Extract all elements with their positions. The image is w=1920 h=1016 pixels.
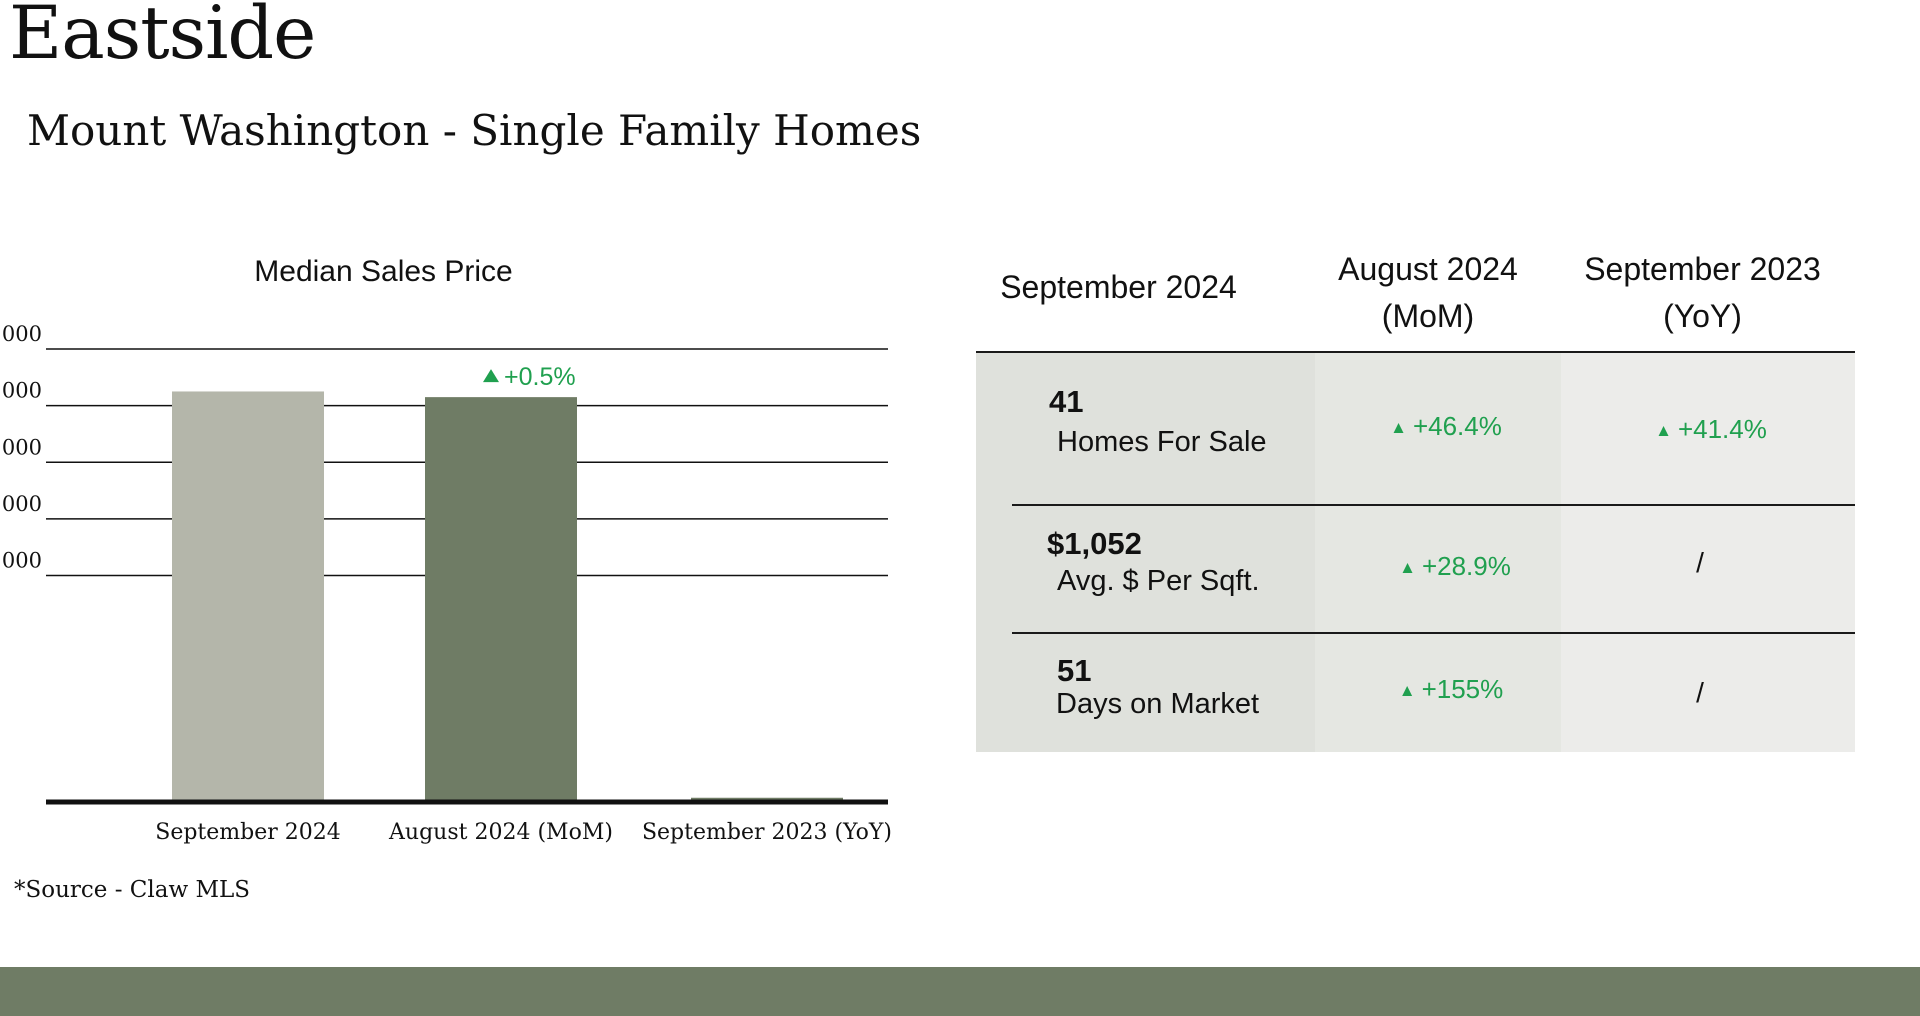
header-current: September 2024 [1000,269,1237,305]
y-tick-label: $1,000,000 [0,492,42,516]
y-tick-label: $1,400,000 [0,379,42,403]
bar [172,391,324,802]
homes-for-sale-yoy: ▲ +41.4% [1646,414,1776,445]
days-on-market-yoy: / [1696,677,1704,708]
bar-annotation: +0.5% [504,363,576,391]
chart-title: Median Sales Price [254,255,513,288]
days-on-market-mom-value: +155% [1421,674,1504,704]
x-tick-label: August 2024 (MoM) [388,820,613,845]
price-per-sqft-label: Avg. $ Per Sqft. [1057,565,1260,597]
homes-for-sale-value: 41 [1049,384,1084,419]
column-bg-primary [976,353,1315,752]
row-divider [1012,632,1855,634]
row-divider [1012,504,1855,506]
page-subtitle: Mount Washington - Single Family Homes [27,106,922,155]
homes-for-sale-mom-value: +46.4% [1412,411,1502,441]
triangle-up-icon: ▲ [1398,681,1416,700]
price-per-sqft-mom: ▲ +28.9% [1392,551,1518,582]
homes-for-sale-yoy-value: +41.4% [1677,414,1767,444]
header-divider [976,351,1855,353]
triangle-up-icon: ▲ [1390,418,1407,437]
source-note: *Source - Claw MLS [14,877,251,903]
homes-for-sale-label: Homes For Sale [1057,426,1267,458]
column-bg-mom [1315,353,1561,752]
median-sales-price-chart: $800,000 $1,000,000 $1,200,000 $1,400,000 $1… [0,322,892,845]
price-per-sqft-mom-value: +28.9% [1421,551,1511,581]
y-tick-label: $1,200,000 [0,435,42,459]
triangle-up-icon: ▲ [1399,558,1416,577]
homes-for-sale-mom: ▲ +46.4% [1386,411,1506,442]
days-on-market-mom: ▲ +155% [1396,674,1506,705]
days-on-market-label: Days on Market [1056,688,1260,720]
triangle-up-icon [483,369,499,383]
y-tick-label: $1,600,000 [0,322,42,346]
price-per-sqft-yoy: / [1696,547,1704,578]
bar [425,397,577,802]
footer-bar [0,967,1920,1016]
y-tick-label: $800,000 [0,549,42,573]
header-yoy: September 2023 (YoY) [1584,251,1821,334]
header-mom: August 2024 (MoM) [1338,251,1518,334]
triangle-up-icon: ▲ [1655,421,1672,440]
region-title: Eastside [9,0,316,76]
x-tick-label: September 2024 [155,820,341,845]
x-tick-label: September 2023 (YoY) [642,820,892,845]
column-bg-yoy [1561,353,1855,752]
price-per-sqft-value: $1,052 [1047,526,1142,561]
days-on-market-value: 51 [1057,653,1092,688]
